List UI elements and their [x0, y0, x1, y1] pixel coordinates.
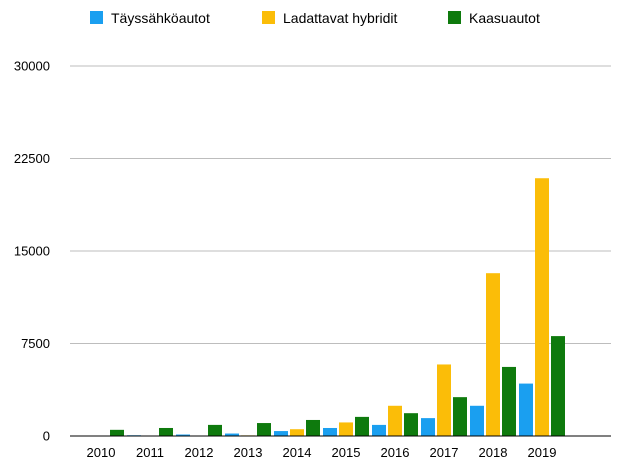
x-tick-label: 2018 [479, 445, 508, 460]
grid-lines [70, 65, 611, 344]
x-tick-label: 2017 [430, 445, 459, 460]
bar [159, 427, 173, 436]
x-tick-label: 2014 [283, 445, 312, 460]
bar [519, 383, 533, 436]
bar [355, 416, 369, 436]
bar [453, 397, 467, 436]
y-tick-label: 15000 [14, 244, 50, 259]
y-tick-label: 7500 [21, 336, 50, 351]
bar [551, 336, 565, 436]
bar [257, 423, 271, 436]
bar [437, 364, 451, 436]
legend-swatch [90, 11, 103, 24]
legend-swatch [448, 11, 461, 24]
y-axis-ticks: 0 7500 15000 22500 30000 [14, 59, 50, 444]
bar [470, 405, 484, 436]
y-tick-label: 0 [43, 429, 50, 444]
bar [306, 419, 320, 436]
x-tick-label: 2015 [332, 445, 361, 460]
bar [535, 178, 549, 436]
bar [372, 424, 386, 436]
bar [404, 413, 418, 436]
x-tick-label: 2013 [234, 445, 263, 460]
legend: Täyssähköautot Ladattavat hybridit Kaasuau… [90, 10, 540, 26]
bar [486, 273, 500, 436]
x-tick-label: 2012 [185, 445, 214, 460]
x-axis-ticks: 2010 2011 2012 2013 2014 2015 2016 2017 2018 2019 [87, 445, 557, 460]
bar [290, 429, 304, 436]
bar [339, 422, 353, 436]
y-tick-label: 22500 [14, 151, 50, 166]
bar [421, 418, 435, 436]
bar [502, 366, 516, 436]
bar [274, 431, 288, 436]
x-tick-label: 2016 [381, 445, 410, 460]
legend-swatch [262, 11, 275, 24]
legend-label: Ladattavat hybridit [283, 10, 398, 26]
bars [78, 178, 565, 436]
bar [323, 427, 337, 436]
bar [176, 434, 190, 436]
legend-label: Kaasuautot [469, 10, 540, 26]
bar [110, 429, 124, 436]
legend-label: Täyssähköautot [111, 10, 210, 26]
x-tick-label: 2011 [136, 445, 164, 460]
y-tick-label: 30000 [14, 59, 50, 74]
x-tick-label: 2010 [87, 445, 116, 460]
bar [208, 424, 222, 436]
x-tick-label: 2019 [528, 445, 557, 460]
bar [225, 433, 239, 436]
bar [388, 405, 402, 436]
